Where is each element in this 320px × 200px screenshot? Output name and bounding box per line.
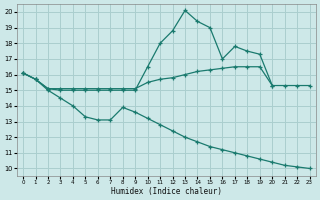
X-axis label: Humidex (Indice chaleur): Humidex (Indice chaleur) (111, 187, 222, 196)
